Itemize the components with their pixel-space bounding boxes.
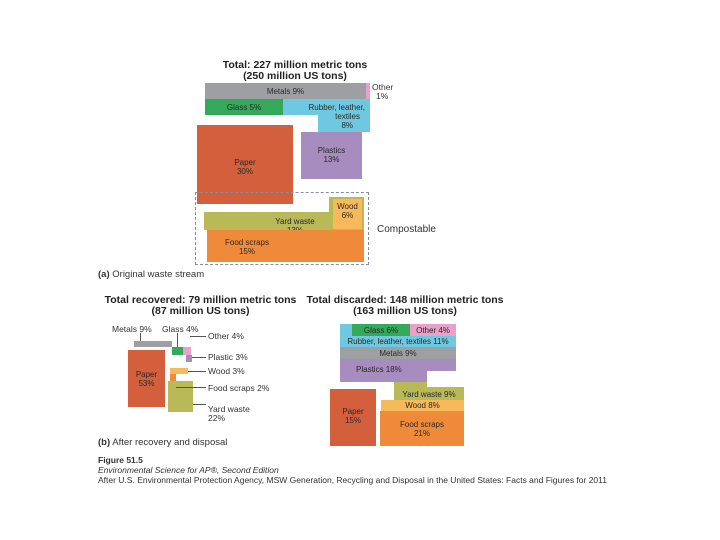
dis-block-paper	[330, 389, 376, 446]
block-metals	[205, 83, 366, 99]
label-rubber: Rubber, leather,	[308, 103, 365, 112]
dis-label-yard: Yard waste 9%	[402, 390, 456, 399]
label-other: Other	[372, 82, 394, 92]
discarded-subtitle: (163 million US tons)	[353, 305, 457, 317]
caption-a-text: Original waste stream	[109, 269, 205, 280]
dis-label-other: Other 4%	[416, 326, 450, 335]
leader-other	[190, 336, 206, 337]
compostable-outline	[195, 192, 369, 265]
recovered-title: Total recovered: 79 million metric tons	[104, 294, 297, 306]
rec-label-paper: Paper	[135, 370, 158, 379]
rec-block-plastic	[186, 355, 192, 362]
block-rubber-lower	[318, 115, 370, 132]
figure-source: After U.S. Environmental Protection Agen…	[98, 475, 607, 485]
rec-block-food	[170, 374, 176, 381]
dis-label-food-pct: 21%	[413, 429, 430, 438]
leader-plastic	[192, 357, 206, 358]
rec-label-paper-pct: 53%	[138, 379, 155, 388]
label-plastics-pct: 13%	[323, 155, 340, 164]
leader-glass	[177, 333, 178, 347]
rec-block-yard	[168, 381, 193, 412]
caption-a-letter: (a)	[98, 269, 110, 280]
recovered-subtitle: (87 million US tons)	[151, 305, 250, 317]
rec-label-wood: Wood 3%	[208, 366, 245, 376]
discarded-title: Total discarded: 148 million metric tons	[306, 294, 504, 306]
label-wood-pct: 6%	[341, 211, 354, 220]
block-other	[366, 83, 370, 99]
caption-a: (a) Original waste stream	[98, 269, 204, 280]
rec-label-other: Other 4%	[208, 331, 244, 341]
dis-block-yard-lead	[394, 382, 427, 387]
block-paper	[197, 125, 293, 204]
rec-block-paper	[128, 350, 165, 407]
rec-label-food: Food scraps 2%	[208, 383, 270, 393]
label-rubber-pct: 8%	[341, 121, 353, 130]
dis-block-rubber	[340, 336, 456, 347]
label-yard: Yard waste	[275, 217, 315, 226]
dis-label-plastics: Plastics 18%	[356, 365, 402, 374]
rec-label-glass: Glass 4%	[162, 324, 199, 334]
caption-b: (b) After recovery and disposal	[98, 437, 227, 448]
panel-a-subtitle: (250 million US tons)	[243, 70, 347, 82]
dis-block-yard	[394, 387, 464, 400]
label-food: Food scraps	[224, 238, 270, 247]
leader-food	[176, 387, 206, 388]
label-wood: Wood	[337, 202, 358, 211]
rec-block-wood	[170, 368, 188, 374]
caption-b-letter: (b)	[98, 437, 111, 448]
label-paper: Paper	[234, 158, 256, 167]
label-glass: Glass 5%	[226, 103, 262, 112]
leader-metals	[140, 333, 141, 341]
leader-wood	[188, 371, 206, 372]
block-wood	[333, 199, 362, 229]
dis-block-metals	[340, 347, 456, 359]
label-plastics: Plastics	[317, 146, 346, 155]
figure-book: Environmental Science for AP®, Second Ed…	[98, 465, 279, 475]
block-plastics	[301, 132, 362, 179]
dis-block-glass-inner	[352, 324, 410, 336]
dis-label-glass: Glass 6%	[363, 326, 399, 335]
dis-label-food: Food scraps	[399, 420, 445, 429]
block-food	[207, 230, 364, 262]
rec-block-metals	[134, 341, 172, 347]
rec-label-yard: Yard waste	[208, 404, 250, 414]
label-metals: Metals 9%	[266, 87, 305, 96]
rec-label-metals: Metals 9%	[112, 324, 152, 334]
label-other-pct: 1%	[376, 91, 389, 101]
dis-label-rubber: Rubber, leather, textiles 11%	[347, 337, 449, 346]
rec-block-other	[183, 347, 191, 355]
dis-block-wood	[381, 400, 464, 411]
block-glass	[205, 99, 283, 115]
block-rubber	[283, 99, 370, 115]
caption-b-text: After recovery and disposal	[110, 437, 228, 448]
label-rubber-2: textiles	[335, 112, 360, 121]
rec-label-yard-pct: 22%	[208, 413, 226, 423]
panel-a-title: Total: 227 million metric tons	[222, 59, 368, 71]
label-compostable: Compostable	[377, 224, 436, 235]
figure-number: Figure 51.5	[98, 455, 143, 465]
label-paper-pct: 30%	[236, 167, 253, 176]
dis-label-paper-pct: 15%	[344, 416, 361, 425]
leader-yard	[193, 404, 206, 405]
dis-label-paper: Paper	[342, 407, 364, 416]
block-yard	[204, 212, 364, 230]
dis-block-other	[410, 324, 456, 336]
dis-block-plastics-lower	[340, 371, 427, 382]
dis-label-wood: Wood 8%	[405, 401, 440, 410]
dis-block-plastics	[340, 359, 456, 371]
label-food-pct: 15%	[238, 247, 255, 256]
dis-block-food	[380, 411, 464, 446]
rec-block-glass	[172, 347, 183, 355]
dis-label-metals: Metals 9%	[379, 349, 417, 358]
rec-label-plastic: Plastic 3%	[208, 352, 248, 362]
